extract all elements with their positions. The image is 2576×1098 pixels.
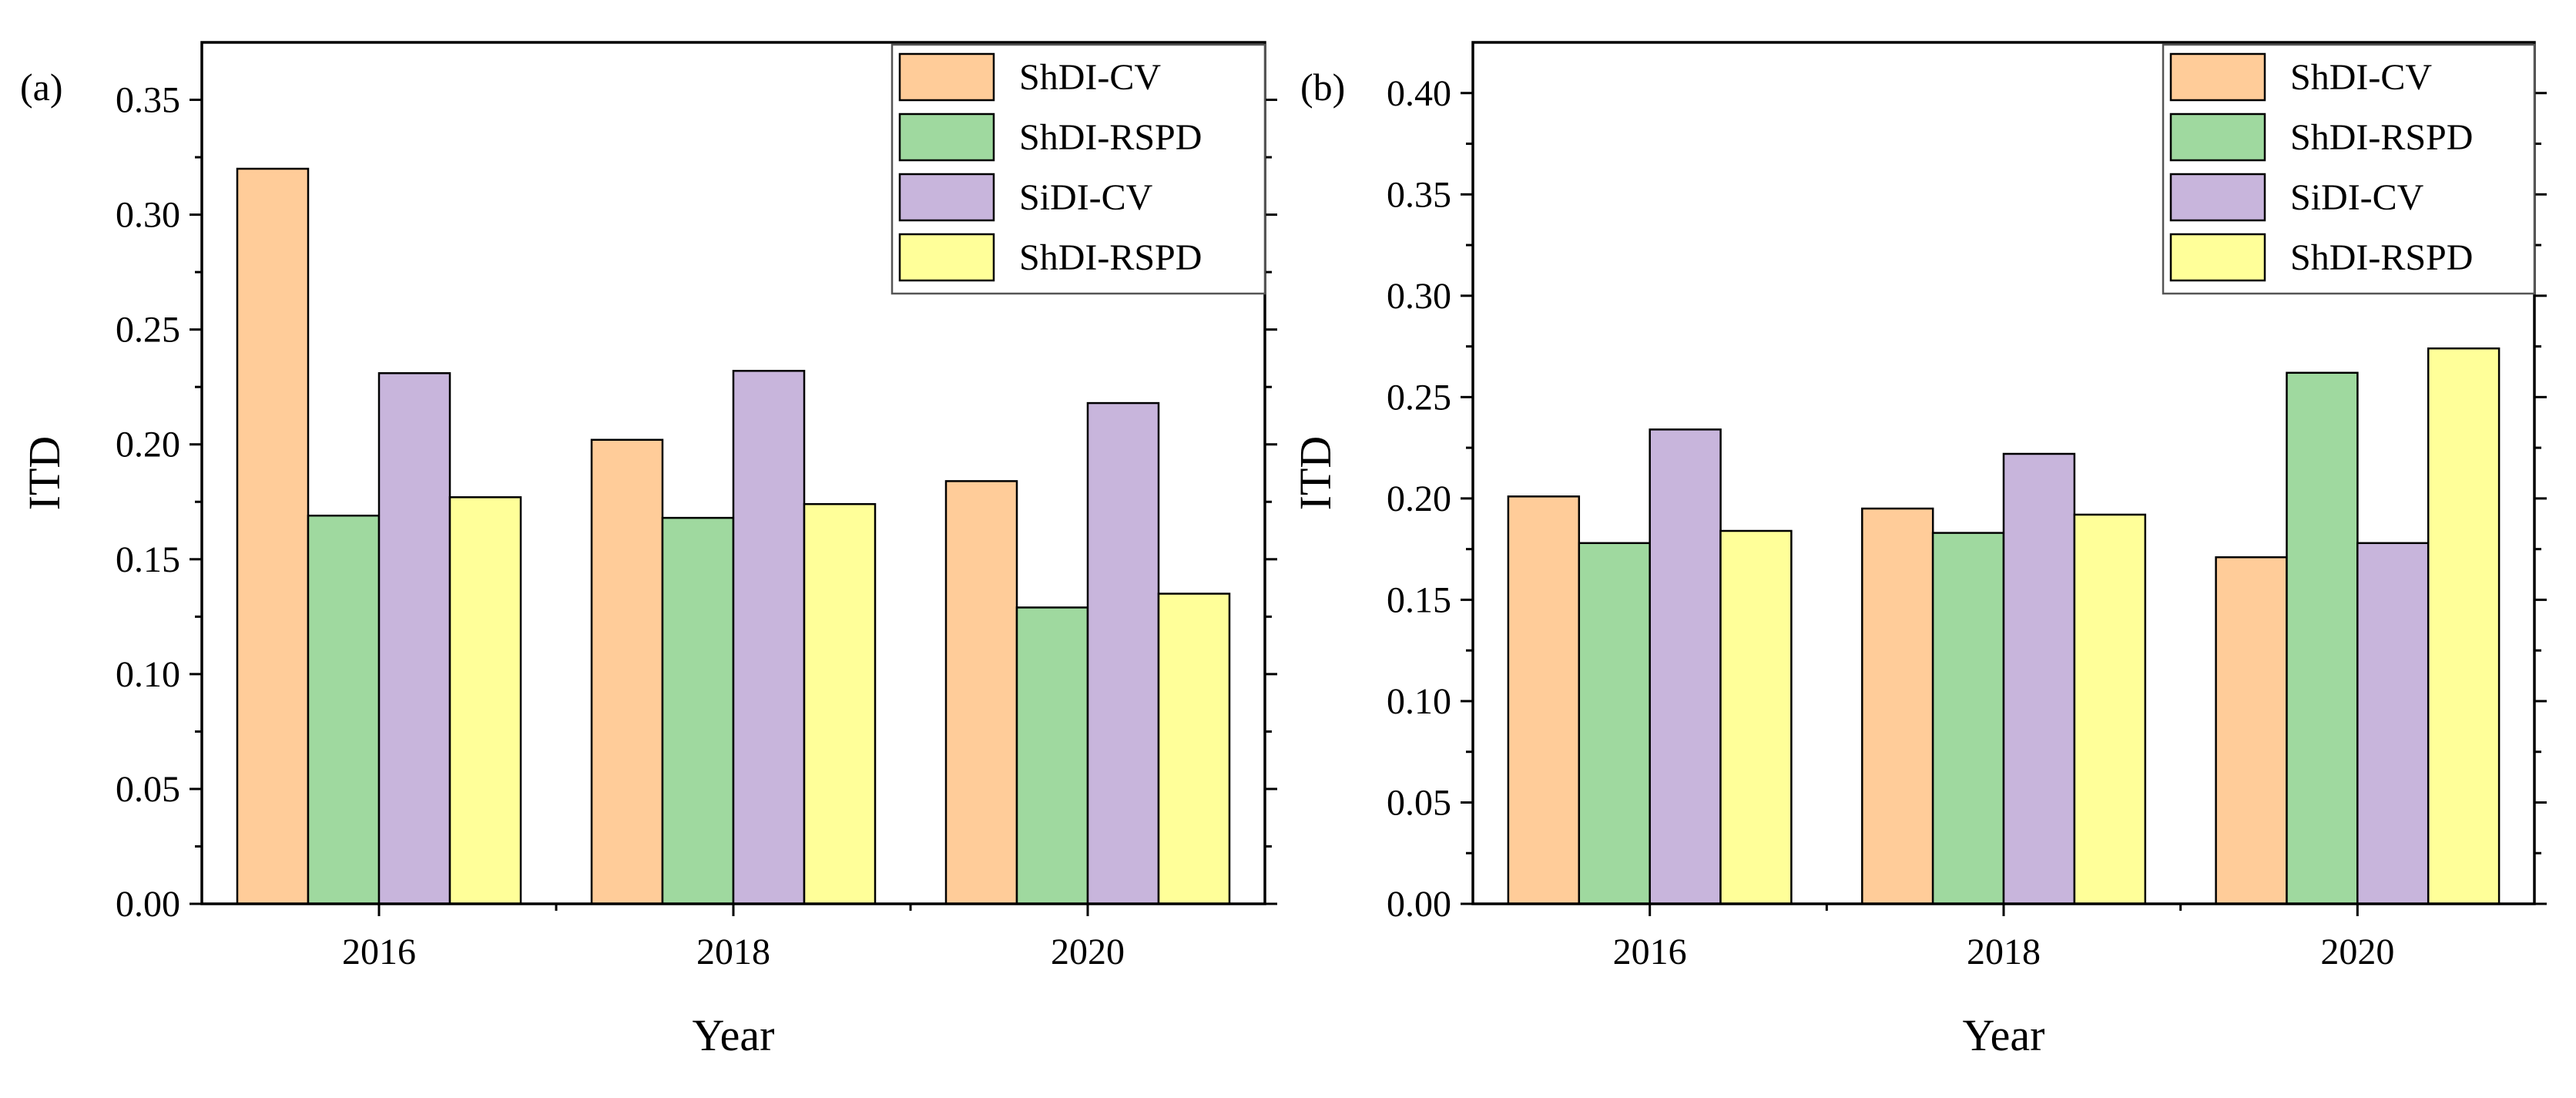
x-axis-label: Year xyxy=(1963,1010,2045,1060)
legend-swatch-1 xyxy=(898,112,995,162)
legend-swatch-3 xyxy=(2169,233,2266,282)
bar-2016-series-0 xyxy=(236,167,310,905)
x-tick-label-2020: 2020 xyxy=(1051,932,1125,972)
x-tick-label-2016: 2016 xyxy=(1613,932,1687,972)
y-tick-label: 0.40 xyxy=(1387,73,1451,114)
x-tick-label-2018: 2018 xyxy=(696,932,770,972)
y-tick-label: 0.25 xyxy=(116,310,180,351)
legend-swatch-2 xyxy=(898,173,995,222)
legend-label-0: ShDI-CV xyxy=(2290,57,2432,98)
bar-2018-series-1 xyxy=(661,516,735,905)
y-tick-label: 0.00 xyxy=(116,884,180,925)
bar-2016-series-2 xyxy=(1649,428,1722,905)
y-tick-label: 0.35 xyxy=(1387,174,1451,215)
y-tick-label: 0.30 xyxy=(116,195,180,236)
legend-swatch-2 xyxy=(2169,173,2266,222)
panel-label: (b) xyxy=(1300,65,1345,109)
bar-2020-series-0 xyxy=(944,480,1018,905)
legend-label-3: ShDI-RSPD xyxy=(2290,237,2473,278)
bar-2020-series-2 xyxy=(1086,401,1160,905)
panel-label: (a) xyxy=(20,65,63,109)
legend-swatch-0 xyxy=(2169,52,2266,102)
legend-label-1: ShDI-RSPD xyxy=(2290,117,2473,158)
legend-label-3: ShDI-RSPD xyxy=(1019,237,1202,278)
bar-2020-series-3 xyxy=(1157,593,1231,905)
y-tick-label: 0.00 xyxy=(1387,884,1451,925)
legend-label-2: SiDI-CV xyxy=(2290,177,2424,218)
bar-2016-series-2 xyxy=(377,372,451,905)
bar-2020-series-0 xyxy=(2215,556,2288,905)
y-tick-label: 0.35 xyxy=(116,80,180,121)
y-tick-label: 0.10 xyxy=(1387,681,1451,722)
legend-label-1: ShDI-RSPD xyxy=(1019,117,1202,158)
legend-label-2: SiDI-CV xyxy=(1019,177,1153,218)
y-tick-label: 0.20 xyxy=(1387,478,1451,519)
y-tick-label: 0.25 xyxy=(1387,377,1451,418)
bar-2018-series-1 xyxy=(1931,532,2005,905)
x-axis-label: Year xyxy=(693,1010,775,1060)
y-tick-label: 0.30 xyxy=(1387,276,1451,317)
bar-2016-series-1 xyxy=(307,514,381,905)
y-tick-label: 0.15 xyxy=(116,539,180,580)
y-axis-label: ITD xyxy=(19,436,69,511)
x-tick-label-2020: 2020 xyxy=(2320,932,2394,972)
y-tick-label: 0.05 xyxy=(116,769,180,810)
y-tick-label: 0.10 xyxy=(116,654,180,695)
bar-2016-series-3 xyxy=(448,496,522,905)
bar-2018-series-3 xyxy=(803,502,877,905)
x-tick-label-2016: 2016 xyxy=(342,932,416,972)
legend-swatch-0 xyxy=(898,52,995,102)
bar-2020-series-1 xyxy=(2286,371,2359,905)
legend-swatch-3 xyxy=(898,233,995,282)
legend-label-0: ShDI-CV xyxy=(1019,57,1161,98)
y-tick-label: 0.15 xyxy=(1387,579,1451,620)
legend-swatch-1 xyxy=(2169,112,2266,162)
x-tick-label-2018: 2018 xyxy=(1967,932,2041,972)
bar-2016-series-3 xyxy=(1719,529,1793,905)
y-tick-label: 0.20 xyxy=(116,425,180,465)
bar-2018-series-0 xyxy=(1861,507,1934,905)
bar-2018-series-3 xyxy=(2073,513,2147,905)
bar-2016-series-1 xyxy=(1578,542,1651,905)
chart-panel-a: 0.00 0.05 0.10 0.15 0.20 0.25 0.30 0.35 2016 2018… xyxy=(19,41,1277,1060)
bar-2018-series-0 xyxy=(590,438,664,905)
y-tick-label: 0.05 xyxy=(1387,782,1451,823)
bar-2018-series-2 xyxy=(2002,452,2076,905)
chart-panel-b: 0.00 0.05 0.10 0.15 0.20 0.25 0.30 0.35 0.40 2016… xyxy=(1290,41,2547,1060)
y-axis-label: ITD xyxy=(1290,436,1340,511)
bar-2016-series-0 xyxy=(1507,495,1581,905)
bar-2020-series-3 xyxy=(2427,347,2501,905)
bar-2018-series-2 xyxy=(732,370,806,905)
bar-2020-series-1 xyxy=(1015,606,1089,905)
bar-2020-series-2 xyxy=(2356,542,2430,905)
